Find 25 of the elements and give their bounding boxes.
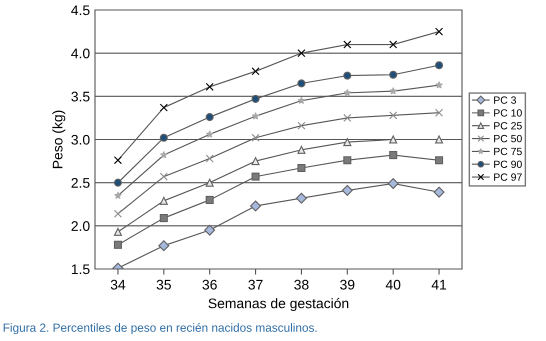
legend-label: PC 50 xyxy=(494,134,522,142)
text: Figura 2. Percentiles de peso en recién nacidos masculinos. xyxy=(4,323,317,334)
x-axis-title: Semanas de gestación xyxy=(208,298,348,312)
y-tick-label: 1.5 xyxy=(72,264,90,274)
y-axis-title: Peso (kg) xyxy=(52,110,66,168)
x-tick-label: 35 xyxy=(156,280,171,290)
y-tick-label: 3.5 xyxy=(71,92,90,102)
y-tick-label: 4.0 xyxy=(71,48,90,58)
legend-label: PC 90 xyxy=(494,160,522,168)
x-tick-label: 34 xyxy=(110,280,126,290)
y-tick-label: 4.5 xyxy=(71,5,90,16)
x-tick-label: 39 xyxy=(340,280,354,290)
x-tick-label: 38 xyxy=(294,280,309,290)
x-tick-label: 36 xyxy=(202,280,217,290)
legend-label: PC 3 xyxy=(494,96,516,104)
x-tick-label: 41 xyxy=(432,280,446,290)
y-tick-label: 2.0 xyxy=(72,221,90,232)
legend-label: PC 25 xyxy=(494,122,522,130)
legend-label: PC 10 xyxy=(494,109,522,117)
x-tick-label: 40 xyxy=(386,280,400,290)
legend-label: PC 97 xyxy=(494,173,522,181)
legend-label: PC 75 xyxy=(494,148,522,156)
x-tick-label: 37 xyxy=(248,280,263,290)
y-tick-label: 2.5 xyxy=(72,178,90,188)
y-tick-label: 3.0 xyxy=(71,134,90,145)
